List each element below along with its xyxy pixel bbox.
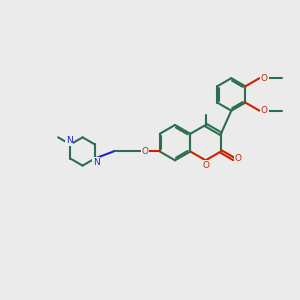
Text: N: N	[66, 136, 73, 146]
Text: O: O	[261, 74, 268, 83]
Text: O: O	[202, 161, 209, 170]
Text: N: N	[93, 158, 99, 167]
Text: O: O	[142, 147, 148, 156]
Text: O: O	[235, 154, 242, 164]
Text: O: O	[261, 106, 268, 115]
